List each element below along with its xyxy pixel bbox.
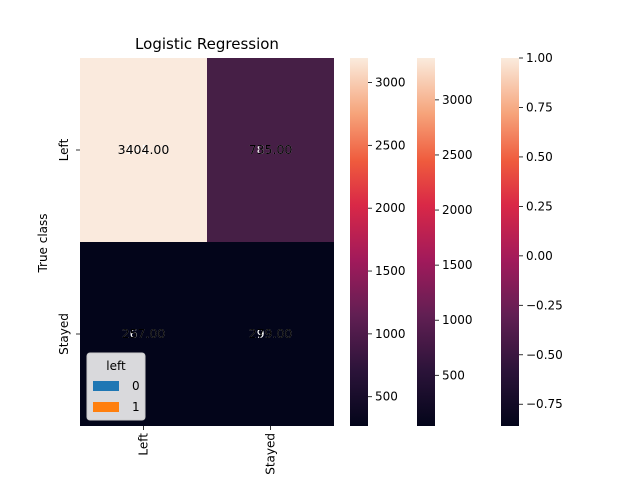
colorbar-tick-label: 2000 (442, 203, 473, 217)
y-axis-label: True class (36, 213, 50, 273)
colorbar-tick-label: 1000 (375, 327, 406, 341)
colorbar-tick-label: 0.25 (526, 199, 553, 213)
colorbar-tick-label: 3000 (442, 93, 473, 107)
colorbar-tick-label: 2000 (375, 201, 406, 215)
colorbar-tick-label: 0.00 (526, 249, 553, 263)
cell-annotation-0-0-0: 3195.00 (118, 142, 170, 157)
colorbar-tick-label: 1500 (375, 264, 406, 278)
cell-annotation-0-1-1: 299.00 (249, 326, 293, 341)
colorbar-tick-label: 1.00 (526, 51, 553, 65)
colorbar-tick-label: 1000 (442, 313, 473, 327)
y-tick-label: Stayed (57, 313, 71, 355)
colorbar-tick-label: 0.75 (526, 100, 553, 114)
colorbar-tick-label: −0.50 (526, 348, 563, 362)
legend-label-1: 1 (132, 400, 140, 414)
legend-swatch-0 (93, 381, 119, 391)
cell-annotation-1-0-0: 3404.00 (118, 142, 170, 157)
colorbar-tick-label: 2500 (442, 148, 473, 162)
legend-swatch-1 (93, 402, 119, 412)
colorbar-2 (417, 58, 435, 426)
cell-annotation-1-1-1: 279.00 (249, 326, 293, 341)
x-axis: Left Stayed (137, 426, 278, 475)
heatmap-cell-1-1 (207, 242, 334, 426)
colorbar-tick-label: −0.25 (526, 298, 563, 312)
cell-annotation-0-1-0: 267.00 (122, 326, 166, 341)
colorbar-tick-label: 2500 (375, 138, 406, 152)
colorbar-tick-label: 3000 (375, 76, 406, 90)
colorbars: 500 1000 1500 2000 2500 3000 500 1000 1500 2000 25… (350, 51, 563, 426)
colorbar-1 (350, 58, 368, 426)
colorbar-tick-label: 0.50 (526, 150, 553, 164)
cell-annotation-1-0-1: 735.00 (249, 142, 293, 157)
legend: left 0 1 (86, 352, 146, 421)
legend-title: left (106, 359, 126, 373)
colorbar-3 (501, 58, 519, 426)
x-tick-label: Left (137, 433, 151, 456)
heatmap-plot-area: 3195.00 785.00 267.00 299.00 3404.00 735.00 25… (80, 58, 334, 426)
cell-annotation-0-0-1: 785.00 (249, 142, 293, 157)
colorbar-tick-label: 500 (375, 390, 398, 404)
heatmap-cell-0-0 (80, 58, 207, 242)
y-axis: Left Stayed (57, 138, 80, 355)
y-tick-label: Left (57, 138, 71, 161)
colorbar-tick-label: 500 (442, 368, 465, 382)
cell-annotation-1-1-0: 257.00 (122, 326, 166, 341)
colorbar-tick-label: −0.75 (526, 397, 563, 411)
x-tick-label: Stayed (264, 433, 278, 475)
colorbar-tick-label: 1500 (442, 258, 473, 272)
chart-title: Logistic Regression (135, 35, 279, 53)
heatmap-cell-0-1 (207, 58, 334, 242)
legend-label-0: 0 (132, 379, 140, 393)
